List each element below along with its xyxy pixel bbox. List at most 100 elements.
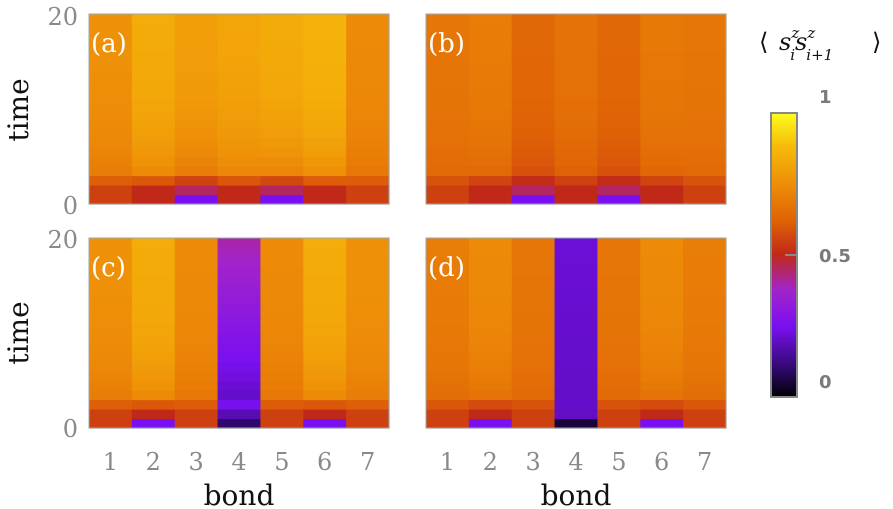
heatmap-cell xyxy=(468,14,513,25)
colorbar-title-left-bracket: ⟨ xyxy=(759,28,768,56)
heatmap-cell xyxy=(260,80,304,91)
heatmap-cell xyxy=(260,23,304,34)
heatmap-cell xyxy=(174,342,219,353)
heatmap-cell xyxy=(174,371,219,382)
heatmap-cell xyxy=(174,52,219,63)
heatmap-cell xyxy=(426,99,470,110)
heatmap-cell xyxy=(468,23,513,34)
heatmap-cell xyxy=(303,80,347,91)
x-tick-label: 3 xyxy=(525,448,540,476)
heatmap-cell xyxy=(554,71,599,82)
colorbar: 1 0.5 0 xyxy=(770,87,851,398)
heatmap-cell xyxy=(426,166,470,177)
heatmap-cell xyxy=(131,42,176,53)
heatmap-cell xyxy=(131,295,176,306)
heatmap-cell xyxy=(303,194,347,205)
heatmap-cell xyxy=(303,71,347,82)
heatmap-cell xyxy=(89,409,133,420)
heatmap-cell xyxy=(554,371,599,382)
heatmap-cell xyxy=(468,33,513,44)
heatmap-cell xyxy=(303,90,347,101)
heatmap-cell xyxy=(683,128,727,139)
heatmap-cell xyxy=(511,409,556,420)
heatmap-cell xyxy=(468,342,513,353)
heatmap-cell xyxy=(260,52,304,63)
heatmap-cell xyxy=(303,166,347,177)
heatmap-cell xyxy=(303,333,347,344)
heatmap-cell xyxy=(640,61,684,72)
heatmap-cell xyxy=(346,238,390,249)
heatmap-cell xyxy=(346,99,390,110)
heatmap-cell xyxy=(683,175,727,186)
heatmap-cell xyxy=(174,361,219,372)
heatmap-cell xyxy=(511,99,556,110)
heatmap-cell xyxy=(131,128,176,139)
heatmap-cell xyxy=(597,118,641,129)
heatmap-cell xyxy=(554,285,599,296)
heatmap-cell xyxy=(426,333,470,344)
y-tick-20-top: 20 xyxy=(47,3,78,31)
heatmap-cell xyxy=(468,276,513,287)
y-axis-label-bottom: time xyxy=(2,301,35,364)
heatmap-cell xyxy=(131,80,176,91)
heatmap-cell xyxy=(554,342,599,353)
heatmap-cell xyxy=(597,99,641,110)
heatmap-cell xyxy=(89,390,133,401)
heatmap-cell xyxy=(89,137,133,148)
heatmap-cell xyxy=(683,390,727,401)
heatmap-cell xyxy=(217,390,262,401)
heatmap-cell xyxy=(597,156,641,167)
heatmap-cell xyxy=(303,128,347,139)
heatmap-cell xyxy=(260,137,304,148)
heatmap-cell xyxy=(426,71,470,82)
heatmap-cell xyxy=(89,33,133,44)
heatmap-cell xyxy=(260,390,304,401)
heatmap-cell xyxy=(597,247,641,258)
heatmap-cell xyxy=(597,371,641,382)
heatmap-cell xyxy=(597,128,641,139)
heatmap-cell xyxy=(426,194,470,205)
heatmap-cell xyxy=(131,342,176,353)
heatmap-cell xyxy=(426,409,470,420)
heatmap-cell xyxy=(554,137,599,148)
heatmap-cell xyxy=(174,90,219,101)
heatmap-cell xyxy=(346,333,390,344)
x-tick-label: 4 xyxy=(568,448,583,476)
heatmap-cell xyxy=(217,418,262,429)
heatmap-cell xyxy=(683,33,727,44)
x-axis-label-right: bond xyxy=(541,479,612,509)
heatmap-cell xyxy=(426,399,470,410)
heatmap-cell xyxy=(303,390,347,401)
heatmap-cell xyxy=(89,257,133,268)
heatmap-cell xyxy=(511,371,556,382)
heatmap-cell xyxy=(597,238,641,249)
heatmap-cell xyxy=(554,352,599,363)
heatmap-cell xyxy=(597,266,641,277)
heatmap-cell xyxy=(346,295,390,306)
y-tick-20-bottom: 20 xyxy=(47,226,78,254)
heatmap-cell xyxy=(303,399,347,410)
heatmap-cell xyxy=(511,247,556,258)
heatmap-cell xyxy=(640,247,684,258)
heatmap-cell xyxy=(640,266,684,277)
heatmap-cell xyxy=(683,90,727,101)
heatmap-cell xyxy=(597,342,641,353)
heatmap-cell xyxy=(683,238,727,249)
heatmap-cell xyxy=(554,380,599,391)
heatmap-cell xyxy=(89,361,133,372)
heatmap-cell xyxy=(303,352,347,363)
heatmap-cell xyxy=(468,185,513,196)
heatmap-cell xyxy=(131,71,176,82)
heatmap-cell xyxy=(89,99,133,110)
x-tick-label: 7 xyxy=(697,448,712,476)
heatmap-cell xyxy=(683,247,727,258)
heatmap-cell xyxy=(511,42,556,53)
heatmap-cell xyxy=(511,61,556,72)
heatmap-cell xyxy=(346,42,390,53)
heatmap-cell xyxy=(131,118,176,129)
heatmap-cell xyxy=(217,333,262,344)
heatmap-cell xyxy=(217,257,262,268)
heatmap-cell xyxy=(346,109,390,120)
heatmap-cell xyxy=(640,371,684,382)
